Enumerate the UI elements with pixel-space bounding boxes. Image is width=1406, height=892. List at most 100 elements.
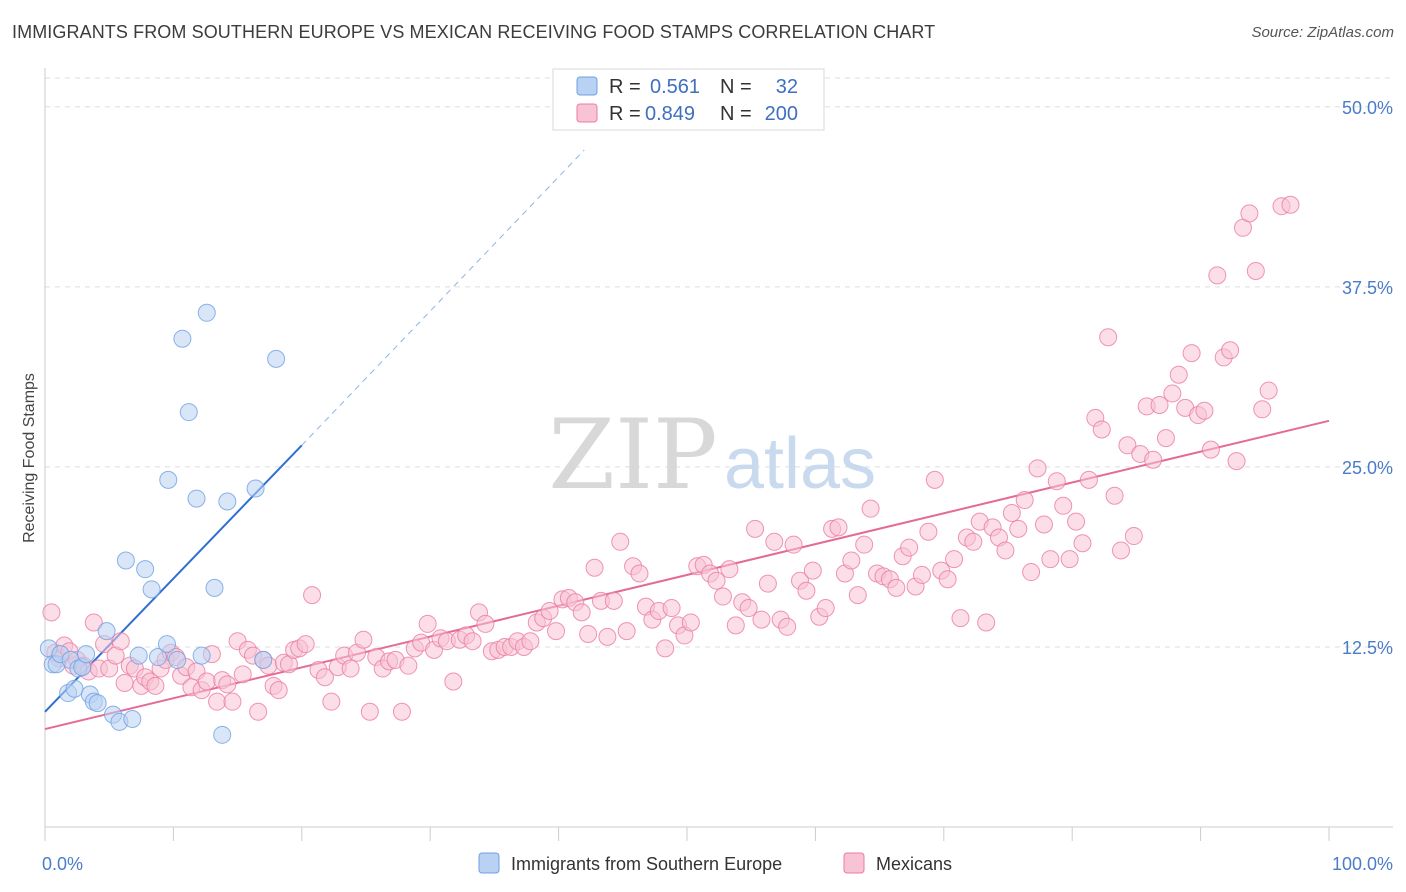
data-point-mexicans [598,627,617,646]
data-point-mexicans [797,581,816,600]
series-legend: Immigrants from Southern Europe Mexicans [478,852,952,874]
data-point-mexicans [1060,550,1079,569]
data-point-mexicans [249,702,268,721]
stats-legend-n-2: 200 [765,103,798,125]
data-point-mexicans [912,565,931,584]
data-point-mexicans [1240,204,1259,223]
data-point-mexicans [977,613,996,632]
data-point-mexicans [42,603,61,622]
data-point-mexicans [1054,496,1073,515]
data-point-southern-europe [136,560,155,579]
data-point-mexicans [1002,503,1021,522]
data-point-mexicans [617,622,636,641]
data-point-mexicans [604,591,623,610]
data-point-mexicans [1022,563,1041,582]
data-point-mexicans [1041,550,1060,569]
data-point-mexicans [656,639,675,658]
data-point-mexicans [1259,381,1278,400]
data-point-mexicans [399,656,418,675]
watermark: ZIP atlas [548,399,876,511]
data-point-mexicans [418,614,437,633]
data-point-southern-europe [192,646,211,665]
grid-lines [45,77,1393,648]
data-point-mexicans [233,665,252,684]
data-point-mexicans [1201,440,1220,459]
stats-legend-swatch-1 [576,76,598,96]
data-point-mexicans [1079,470,1098,489]
data-point-mexicans [720,560,739,579]
data-point-southern-europe [218,492,237,511]
data-point-mexicans [540,601,559,620]
data-point-mexicans [951,609,970,628]
data-point-mexicans [996,541,1015,560]
series-legend-swatch-2 [843,852,865,874]
data-point-mexicans [758,574,777,593]
data-point-southern-europe [123,709,142,728]
data-point-southern-europe [129,646,148,665]
source-label: Source: ZipAtlas.com [1251,24,1394,41]
data-point-mexicans [1163,384,1182,403]
data-point-mexicans [707,571,726,590]
data-point-mexicans [572,603,591,622]
data-point-southern-europe [246,479,265,498]
data-point-mexicans [630,564,649,583]
data-point-mexicans [726,616,745,635]
data-point-mexicans [752,610,771,629]
stats-legend-r-label-1: R = [609,76,641,98]
data-point-mexicans [197,672,216,691]
data-point-mexicans [315,668,334,687]
data-point-mexicans [1150,395,1169,414]
data-point-mexicans [476,614,495,633]
x-tick-label: 100.0% [1332,854,1393,874]
data-point-mexicans [1208,266,1227,285]
y-tick-label: 25.0% [1342,458,1393,478]
data-point-mexicans [585,558,604,577]
data-point-mexicans [746,519,765,538]
data-point-southern-europe [173,329,192,348]
data-point-mexicans [1015,491,1034,510]
data-point-southern-europe [267,349,286,368]
data-point-mexicans [681,613,700,632]
data-point-southern-europe [179,403,198,422]
trend-line-2 [44,419,1330,731]
data-point-mexicans [1067,512,1086,531]
data-point-mexicans [444,672,463,691]
data-point-mexicans [829,518,848,537]
data-point-mexicans [1034,515,1053,534]
data-point-mexicans [296,635,315,654]
stats-legend-swatch-2 [576,103,598,123]
data-point-southern-europe [157,635,176,654]
data-point-mexicans [146,676,165,695]
data-point-southern-europe [65,679,84,698]
data-point-mexicans [1028,459,1047,478]
data-point-mexicans [322,692,341,711]
watermark-zip: ZIP [548,399,717,511]
stats-legend-box [552,68,825,131]
data-point-mexicans [842,551,861,570]
data-points [39,195,1300,744]
data-point-mexicans [611,532,630,551]
data-point-mexicans [861,499,880,518]
data-point-mexicans [392,702,411,721]
data-point-mexicans [938,570,957,589]
data-point-southern-europe [148,648,167,667]
data-point-mexicans [115,673,134,692]
stats-legend-r-2: 0.849 [645,103,695,125]
data-point-mexicans [1281,195,1300,214]
y-tick-label: 12.5% [1342,638,1393,658]
data-point-southern-europe [97,622,116,641]
data-point-mexicans [919,522,938,541]
data-point-mexicans [1253,400,1272,419]
data-point-mexicans [1124,527,1143,546]
data-point-mexicans [1182,344,1201,363]
stats-legend-n-1: 32 [776,76,798,98]
data-point-mexicans [925,470,944,489]
data-point-mexicans [223,692,242,711]
chart-title: IMMIGRANTS FROM SOUTHERN EUROPE VS MEXIC… [12,22,936,42]
stats-legend-n-label-2: N = [720,103,752,125]
data-point-mexicans [739,599,758,618]
data-point-mexicans [1144,450,1163,469]
data-point-mexicans [521,632,540,651]
data-point-mexicans [900,538,919,557]
